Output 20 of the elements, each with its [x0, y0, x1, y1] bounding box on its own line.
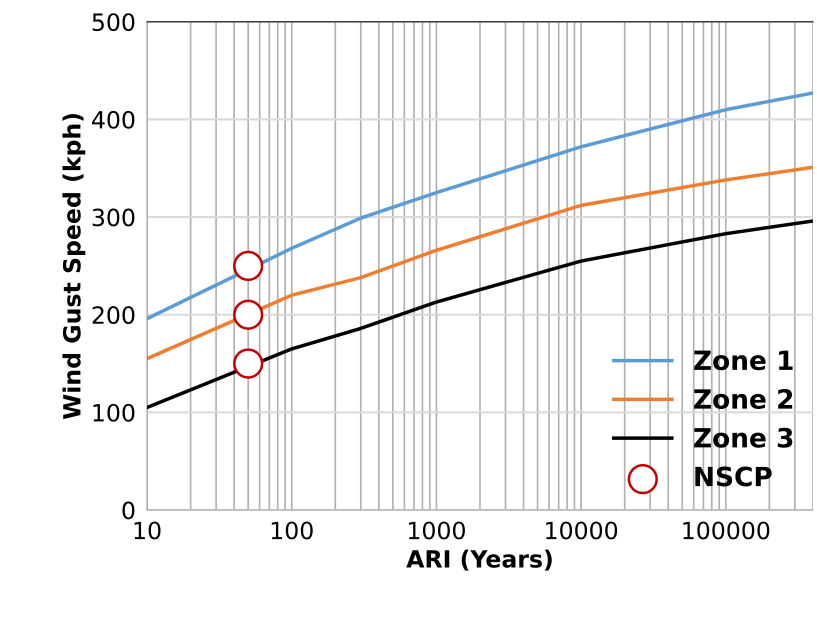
y-tick-label: 100: [93, 404, 134, 422]
x-tick-label: 100000: [683, 522, 770, 540]
y-tick-label: 200: [92, 306, 134, 324]
legend-label: Zone 1: [694, 350, 793, 370]
legend-label: NSCP: [695, 466, 772, 486]
x-axis-title: ARI (Years): [406, 550, 552, 571]
y-tick-label: 500: [92, 13, 134, 32]
y-tick-label: 400: [92, 110, 134, 129]
x-tick-label: 100: [272, 522, 313, 540]
y-tick-label: 0: [122, 501, 134, 520]
x-tick-label: 10: [134, 522, 161, 540]
legend-label: Zone 3: [694, 428, 792, 448]
y-tick-label: 300: [92, 208, 134, 226]
x-tick-label: 10000: [546, 522, 618, 540]
point: [233, 348, 264, 379]
x-tick-label: 1000: [408, 522, 465, 540]
y-axis-title: Wind Gust Speed (kph): [62, 114, 86, 420]
legend-label: Zone 2: [694, 389, 792, 409]
point: [233, 250, 264, 282]
point: [233, 300, 264, 330]
